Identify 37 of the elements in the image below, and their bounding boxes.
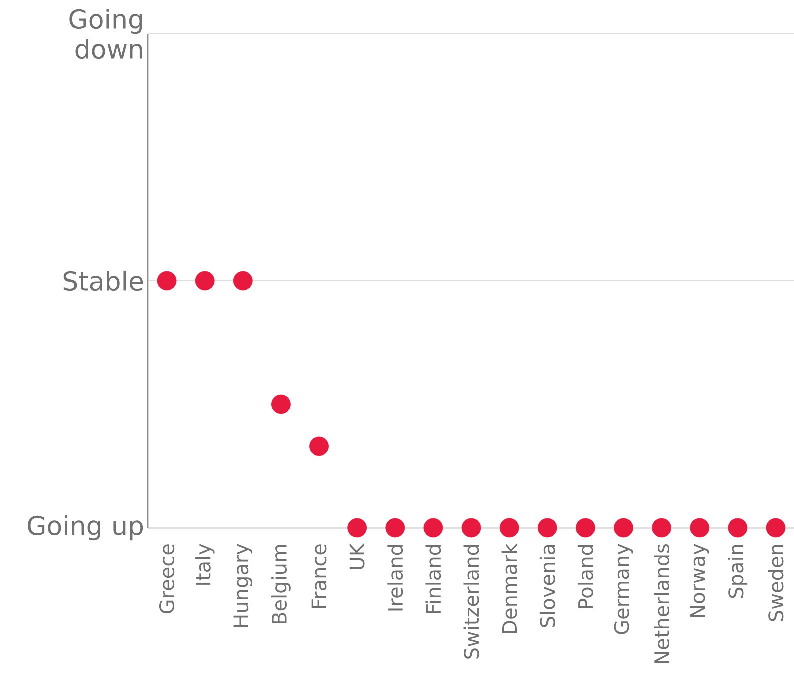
- point: [576, 518, 596, 538]
- ref-line-label: Going up: [28, 515, 144, 541]
- point: [157, 271, 177, 291]
- point: [272, 394, 291, 414]
- point: [538, 518, 558, 538]
- x-tick-label: UK: [350, 543, 365, 570]
- x-tick-label: Switzerland: [464, 545, 480, 659]
- x-tick-label: France: [312, 544, 327, 608]
- ref-line-label: Going down: [70, 8, 142, 60]
- point: [766, 518, 786, 538]
- point: [310, 436, 329, 456]
- x-tick-label: Netherlands: [654, 544, 670, 664]
- x-tick-label: Slovenia: [540, 545, 556, 628]
- x-tick-label: Greece: [159, 544, 175, 614]
- x-tick-label: Italy: [195, 544, 215, 585]
- point: [233, 271, 253, 291]
- x-tick-label: Belgium: [272, 545, 291, 624]
- x-tick-label: Finland: [426, 545, 442, 614]
- point: [652, 518, 672, 538]
- point: [614, 518, 634, 538]
- x-tick-label: Ireland: [388, 545, 404, 611]
- x-tick-label: Sweden: [768, 545, 784, 622]
- x-tick-label: Spain: [728, 545, 748, 598]
- x-tick-label: Poland: [578, 545, 594, 608]
- point: [462, 518, 482, 538]
- ref-line-label: Stable: [64, 270, 144, 292]
- point: [728, 518, 748, 538]
- point: [690, 518, 710, 538]
- x-tick-label: Hungary: [234, 544, 253, 627]
- point: [386, 518, 406, 538]
- point: [500, 518, 520, 538]
- point: [424, 518, 444, 538]
- x-tick-label: Germany: [614, 544, 634, 634]
- point: [348, 518, 368, 538]
- x-tick-label: Norway: [690, 544, 710, 618]
- point: [195, 271, 215, 291]
- x-tick-label: Denmark: [502, 544, 518, 634]
